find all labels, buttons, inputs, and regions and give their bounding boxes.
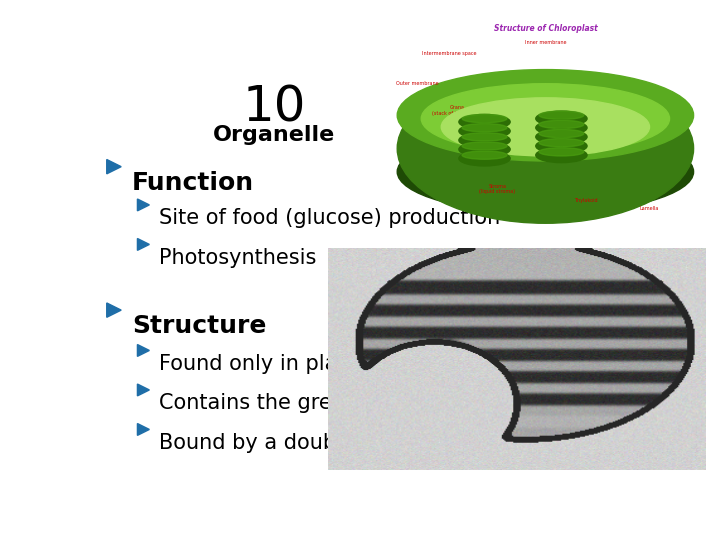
Ellipse shape [539, 139, 584, 147]
Text: Contains the green pigment chlorophyll: Contains the green pigment chlorophyll [158, 393, 572, 413]
Text: Lamella: Lamella [640, 206, 660, 211]
Ellipse shape [536, 130, 587, 144]
Ellipse shape [536, 139, 587, 153]
Text: Site of food (glucose) production: Site of food (glucose) production [158, 208, 500, 228]
Polygon shape [107, 303, 121, 318]
Text: 10: 10 [243, 84, 306, 132]
Text: Stroma
(liquid stroma): Stroma (liquid stroma) [480, 184, 516, 194]
Ellipse shape [459, 142, 510, 157]
Ellipse shape [441, 98, 649, 156]
Text: Inner membrane: Inner membrane [525, 40, 566, 45]
Text: Thylakoid: Thylakoid [574, 198, 598, 202]
Polygon shape [107, 159, 121, 174]
Text: Function: Function [132, 171, 254, 195]
Text: Photosynthesis: Photosynthesis [158, 248, 316, 268]
Text: Outer membrane: Outer membrane [396, 82, 438, 86]
Ellipse shape [539, 147, 584, 156]
Ellipse shape [462, 124, 507, 132]
Ellipse shape [397, 70, 693, 161]
Polygon shape [138, 345, 149, 356]
Ellipse shape [462, 114, 507, 123]
Ellipse shape [459, 114, 510, 130]
Text: Grana
(stack of thylakoids): Grana (stack of thylakoids) [433, 105, 482, 116]
Ellipse shape [462, 133, 507, 141]
Text: Organelle: Organelle [213, 125, 336, 145]
Ellipse shape [397, 130, 693, 213]
Ellipse shape [459, 124, 510, 139]
Ellipse shape [536, 120, 587, 135]
Ellipse shape [462, 151, 507, 159]
Ellipse shape [539, 130, 584, 138]
Polygon shape [138, 384, 149, 396]
Ellipse shape [536, 147, 587, 163]
Ellipse shape [536, 111, 587, 126]
Ellipse shape [397, 74, 693, 223]
Ellipse shape [462, 142, 507, 150]
Text: Structure of Chloroplast: Structure of Chloroplast [493, 24, 598, 33]
Polygon shape [138, 423, 149, 435]
Ellipse shape [539, 111, 584, 119]
Text: Structure: Structure [132, 314, 266, 338]
Text: Intermembrane space: Intermembrane space [422, 51, 477, 57]
Ellipse shape [459, 133, 510, 147]
Polygon shape [138, 239, 149, 251]
Ellipse shape [539, 120, 584, 129]
Ellipse shape [459, 151, 510, 166]
Text: Found only in plant cells: Found only in plant cells [158, 354, 412, 374]
Polygon shape [138, 199, 149, 211]
Ellipse shape [421, 84, 670, 153]
Text: Bound by a double membrane: Bound by a double membrane [158, 433, 475, 453]
